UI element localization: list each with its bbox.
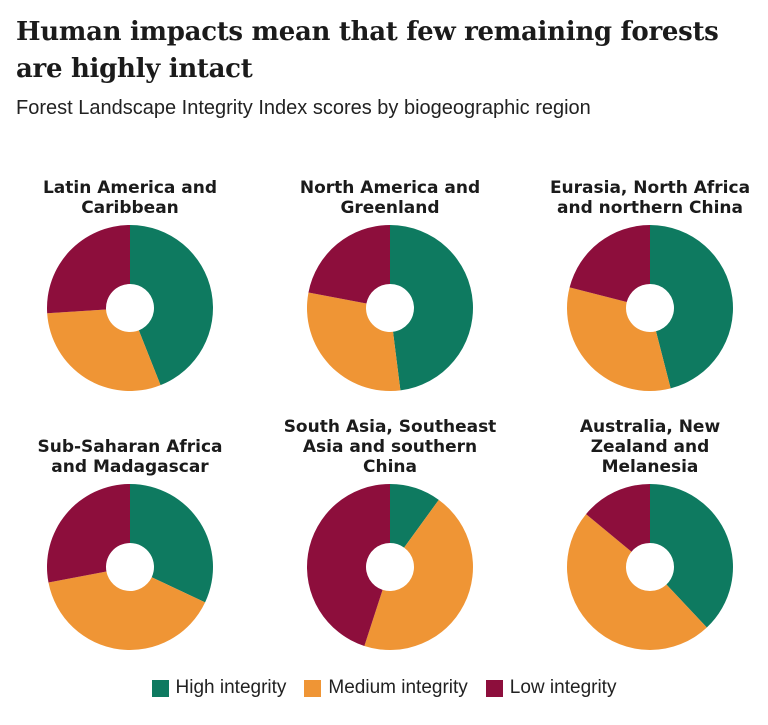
donut-slice-high: [130, 484, 213, 603]
donut-slice-high: [390, 225, 473, 391]
donut-slice-high: [390, 484, 439, 548]
legend-item-low: Low integrity: [485, 677, 617, 699]
donut-panel: Eurasia, North Africa and northern China: [530, 0, 768, 725]
legend-swatch-medium: [304, 679, 322, 697]
donut-chart: [307, 225, 473, 391]
donut-slice-medium: [567, 287, 671, 391]
donut-panel: Australia, New Zealand and Melanesia: [530, 0, 768, 725]
donut-slice-medium: [567, 514, 707, 650]
chart-title: Human impacts mean that few remaining fo…: [16, 17, 719, 84]
donut-chart: [47, 225, 213, 391]
donut-slice-high: [650, 484, 733, 628]
legend: High integrity Medium integrity Low inte…: [0, 674, 768, 702]
donut-slice-low: [47, 225, 130, 314]
legend-item-high: High integrity: [151, 677, 287, 699]
donut-slice-low: [308, 225, 390, 304]
donut-slice-low: [569, 225, 650, 303]
legend-swatch-high: [151, 679, 169, 697]
legend-item-medium: Medium integrity: [304, 677, 468, 699]
donut-slice-low: [307, 484, 390, 646]
donut-slice-low: [586, 484, 650, 552]
donut-chart: [46, 484, 213, 650]
chart-subtitle: Forest Landscape Integrity Index scores …: [16, 97, 591, 119]
donut-slice-high: [650, 225, 733, 389]
legend-label-high: High integrity: [175, 677, 287, 698]
donut-title: South Asia, Southeast Asia and southern Ch…: [283, 417, 497, 477]
donut-slice-medium: [364, 499, 473, 650]
donut-slice-medium: [47, 309, 161, 391]
donut-panel: Latin America and Caribbean: [10, 0, 250, 725]
legend-swatch-low: [485, 679, 503, 697]
legend-label-medium: Medium integrity: [328, 677, 468, 698]
donut-chart: [567, 225, 733, 391]
donut-panel: Sub-Saharan Africa and Madagascar: [10, 0, 250, 725]
donut-title: North America and Greenland: [299, 178, 481, 218]
donut-chart: [567, 484, 733, 650]
donut-panel: South Asia, Southeast Asia and southern Ch…: [270, 0, 510, 725]
legend-label-low: Low integrity: [509, 677, 617, 698]
donut-slice-high: [130, 225, 213, 386]
donut-slice-medium: [48, 571, 206, 650]
donut-panel: North America and Greenland: [270, 0, 510, 725]
donut-slice-medium: [307, 292, 401, 391]
donut-title: Australia, New Zealand and Melanesia: [579, 417, 721, 477]
donut-title: Sub-Saharan Africa and Madagascar: [37, 437, 223, 477]
donut-chart: [307, 484, 473, 650]
donut-title: Latin America and Caribbean: [42, 178, 218, 218]
donut-slice-low: [46, 484, 130, 583]
donut-title: Eurasia, North Africa and northern China: [549, 178, 751, 218]
